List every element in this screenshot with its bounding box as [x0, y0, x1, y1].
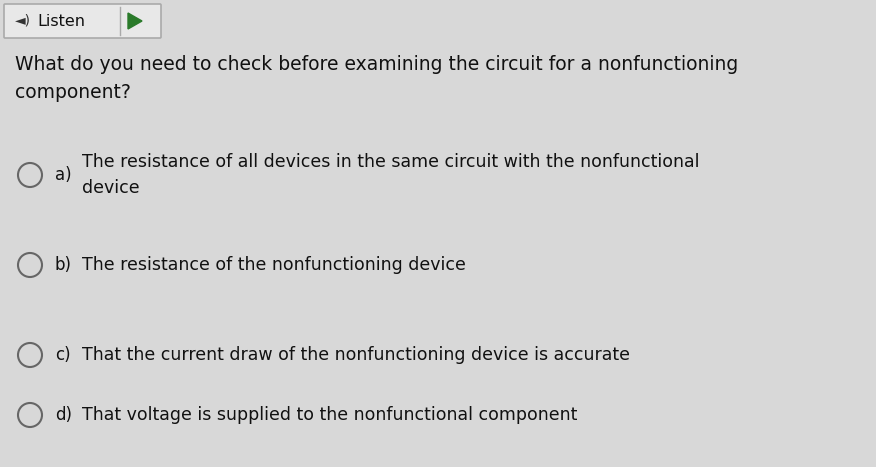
- Text: What do you need to check before examining the circuit for a nonfunctioning
comp: What do you need to check before examini…: [15, 55, 738, 102]
- Text: That voltage is supplied to the nonfunctional component: That voltage is supplied to the nonfunct…: [82, 406, 577, 424]
- Text: The resistance of all devices in the same circuit with the nonfunctional
device: The resistance of all devices in the sam…: [82, 153, 700, 197]
- FancyBboxPatch shape: [4, 4, 161, 38]
- Text: Listen: Listen: [37, 14, 85, 28]
- Text: d): d): [55, 406, 72, 424]
- Text: b): b): [55, 256, 72, 274]
- Text: a): a): [55, 166, 72, 184]
- Text: ◄): ◄): [15, 14, 31, 28]
- Text: The resistance of the nonfunctioning device: The resistance of the nonfunctioning dev…: [82, 256, 466, 274]
- Text: That the current draw of the nonfunctioning device is accurate: That the current draw of the nonfunction…: [82, 346, 630, 364]
- Text: c): c): [55, 346, 71, 364]
- Polygon shape: [128, 13, 142, 29]
